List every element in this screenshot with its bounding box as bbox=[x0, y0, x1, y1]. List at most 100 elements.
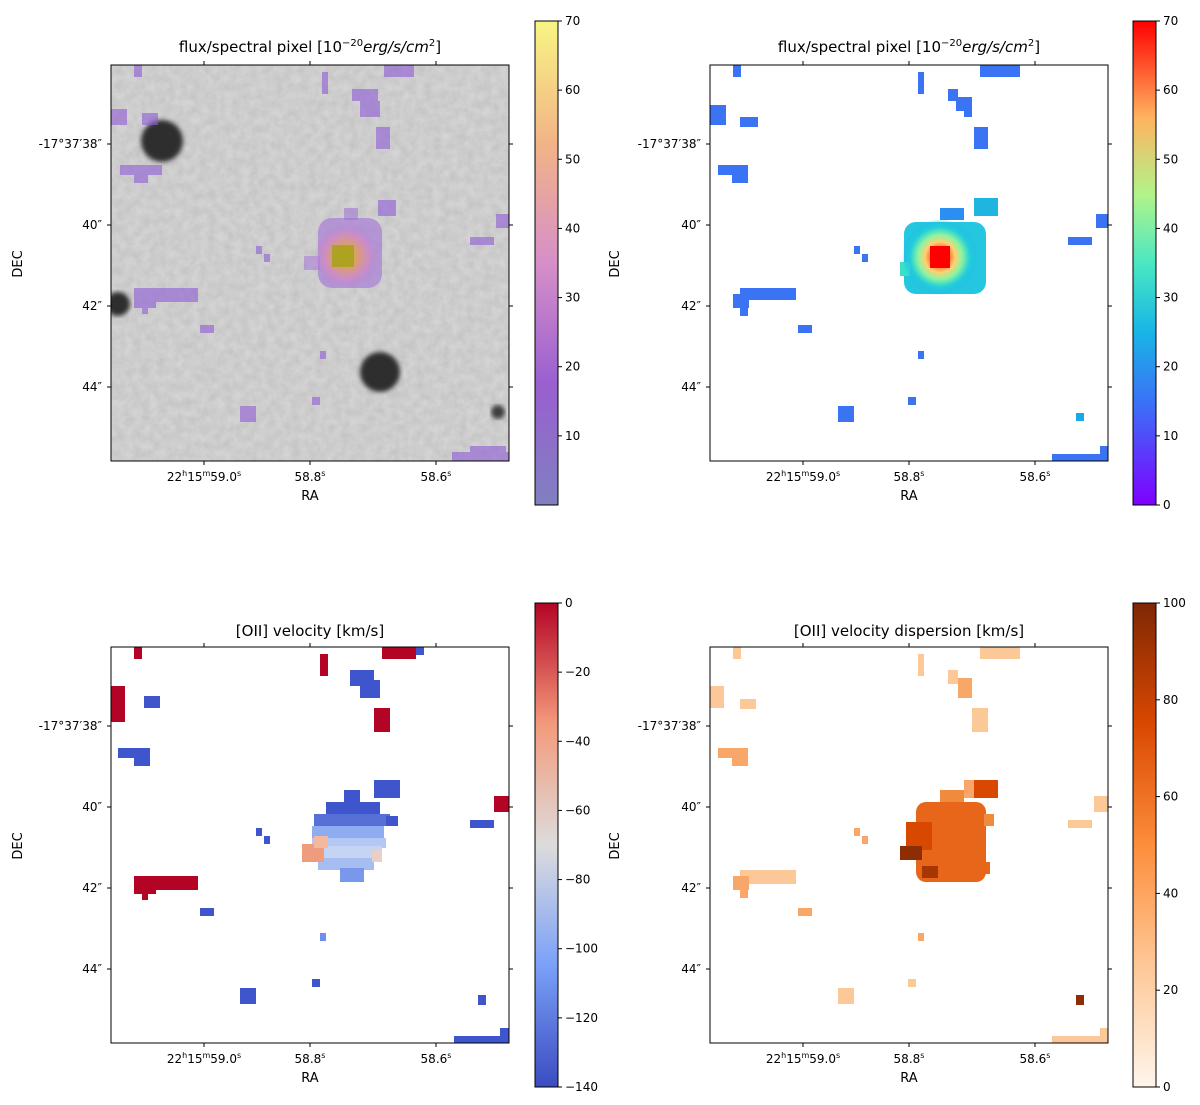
flux-pixel bbox=[1076, 413, 1084, 421]
y-axis-label: DEC bbox=[608, 250, 623, 277]
y-tick-label: 40″ bbox=[681, 800, 701, 814]
y-tick-label: 44″ bbox=[681, 380, 701, 394]
dispersion-pixels-mid bbox=[718, 678, 974, 941]
velocity-pixels-blue bbox=[118, 647, 509, 1043]
y-tick-label: 40″ bbox=[82, 800, 102, 814]
source-blob bbox=[141, 120, 183, 162]
x-tick-label: 58.8s bbox=[295, 1051, 326, 1066]
x-axis-label: RA bbox=[301, 489, 319, 504]
y-tick-label: -17°37′38″ bbox=[39, 137, 103, 151]
colorbar-ticks: 0 10 20 30 40 50 60 70 bbox=[1156, 14, 1178, 512]
peak-pixel bbox=[930, 246, 950, 268]
panel-title: [OII] velocity dispersion [km/s] bbox=[794, 622, 1024, 640]
y-tick-label: -17°37′38″ bbox=[638, 719, 702, 733]
y-axis-label: DEC bbox=[608, 832, 623, 859]
panel-title: flux/spectral pixel [10−20erg/s/cm2] bbox=[778, 38, 1040, 56]
ticks bbox=[706, 61, 1112, 465]
dispersion-pixel bbox=[1076, 995, 1084, 1005]
y-axis-label: DEC bbox=[11, 250, 26, 277]
colorbar-gradient bbox=[1133, 21, 1156, 505]
colorbar-tick-label: 10 bbox=[565, 429, 580, 443]
velocity-pixels-red bbox=[111, 647, 509, 900]
source-blob bbox=[111, 292, 130, 316]
ticks bbox=[107, 61, 513, 465]
source-blob bbox=[360, 352, 400, 392]
y-tick-label: 44″ bbox=[82, 380, 102, 394]
colorbar-tick-label: 40 bbox=[1163, 221, 1178, 235]
colorbar-tick-label: 60 bbox=[565, 83, 580, 97]
y-tick-label: 44″ bbox=[82, 962, 102, 976]
colorbar-tick-label: 100 bbox=[1163, 596, 1186, 610]
panel-flux-rainbow: flux/spectral pixel [10−20erg/s/cm2] bbox=[608, 14, 1178, 512]
flux-pixel bbox=[974, 198, 998, 216]
colorbar-ticks: 10 20 30 40 50 60 70 bbox=[558, 14, 580, 443]
colorbar-tick-label: −60 bbox=[565, 803, 590, 817]
x-tick-label: 22h15m59.0s bbox=[167, 1051, 241, 1066]
image-area bbox=[111, 65, 509, 461]
panel-oii-velocity: [OII] velocity [km/s] bbox=[11, 596, 598, 1094]
colorbar-tick-label: 20 bbox=[1163, 983, 1178, 997]
colorbar-tick-label: 70 bbox=[1163, 14, 1178, 28]
colorbar: 10 20 30 40 50 60 70 bbox=[534, 14, 580, 506]
y-tick-label: 42″ bbox=[82, 881, 102, 895]
colorbar-tick-label: 60 bbox=[1163, 790, 1178, 804]
colorbar-tick-label: −40 bbox=[565, 734, 590, 748]
y-tick-label: -17°37′38″ bbox=[638, 137, 702, 151]
y-tick-label: 40″ bbox=[681, 218, 701, 232]
colorbar-tick-label: 70 bbox=[565, 14, 580, 28]
x-tick-label: 58.6s bbox=[421, 1051, 452, 1066]
colorbar-tick-label: 60 bbox=[1163, 83, 1178, 97]
panel-oii-dispersion: [OII] velocity dispersion [km/s] bbox=[608, 596, 1186, 1094]
colorbar-gradient bbox=[535, 603, 558, 1087]
colorbar-tick-label: 30 bbox=[565, 291, 580, 305]
image-area bbox=[710, 647, 1108, 1043]
image-area bbox=[111, 647, 509, 1043]
x-tick-label: 22h15m59.0s bbox=[766, 1051, 840, 1066]
main-source bbox=[302, 790, 398, 882]
colorbar-tick-label: 50 bbox=[565, 152, 580, 166]
colorbar-ticks: 0 −20 −40 −60 −80 −100 −120 −140 bbox=[558, 596, 598, 1094]
x-tick-label: 58.6s bbox=[1020, 1051, 1051, 1066]
y-axis-label: DEC bbox=[11, 832, 26, 859]
x-tick-label: 58.8s bbox=[295, 469, 326, 484]
colorbar: 0 20 40 60 80 100 bbox=[1132, 596, 1186, 1094]
colorbar: 0 10 20 30 40 50 60 70 bbox=[1132, 14, 1178, 512]
colorbar-tick-label: −140 bbox=[565, 1080, 598, 1094]
panel-title: flux/spectral pixel [10−20erg/s/cm2] bbox=[179, 38, 441, 56]
y-tick-label: 40″ bbox=[82, 218, 102, 232]
colorbar: 0 −20 −40 −60 −80 −100 −120 −140 bbox=[534, 596, 598, 1094]
x-tick-label: 58.6s bbox=[1020, 469, 1051, 484]
colorbar-tick-label: 0 bbox=[1163, 1080, 1171, 1094]
x-tick-label: 58.8s bbox=[894, 1051, 925, 1066]
colorbar-tick-label: −100 bbox=[565, 942, 598, 956]
colorbar-tick-label: 80 bbox=[1163, 693, 1178, 707]
colorbar-tick-label: −20 bbox=[565, 665, 590, 679]
x-axis-label: RA bbox=[301, 1071, 319, 1086]
colorbar-tick-label: 40 bbox=[1163, 886, 1178, 900]
x-tick-label: 58.8s bbox=[894, 469, 925, 484]
colorbar-tick-label: 20 bbox=[1163, 360, 1178, 374]
colorbar-tick-label: −120 bbox=[565, 1011, 598, 1025]
colorbar-tick-label: 20 bbox=[565, 360, 580, 374]
ticks bbox=[706, 643, 1112, 1047]
colorbar-tick-label: −80 bbox=[565, 873, 590, 887]
colorbar-tick-label: 10 bbox=[1163, 429, 1178, 443]
main-source bbox=[900, 219, 986, 295]
flux-pixel bbox=[940, 208, 964, 220]
colorbar-gradient bbox=[1133, 603, 1156, 1087]
y-tick-label: -17°37′38″ bbox=[39, 719, 103, 733]
main-source bbox=[304, 208, 382, 288]
x-tick-label: 58.6s bbox=[421, 469, 452, 484]
y-tick-label: 42″ bbox=[681, 299, 701, 313]
x-axis-label: RA bbox=[900, 489, 918, 504]
dispersion-pixel bbox=[974, 780, 998, 798]
flux-pixels bbox=[710, 65, 1108, 461]
peak-pixel bbox=[332, 245, 354, 267]
colorbar-ticks: 0 20 40 60 80 100 bbox=[1156, 596, 1186, 1094]
source-blob bbox=[491, 405, 505, 419]
panel-title: [OII] velocity [km/s] bbox=[236, 622, 384, 640]
colorbar-tick-label: 0 bbox=[1163, 498, 1171, 512]
colorbar-tick-label: 50 bbox=[1163, 152, 1178, 166]
colorbar-gradient bbox=[535, 21, 558, 505]
